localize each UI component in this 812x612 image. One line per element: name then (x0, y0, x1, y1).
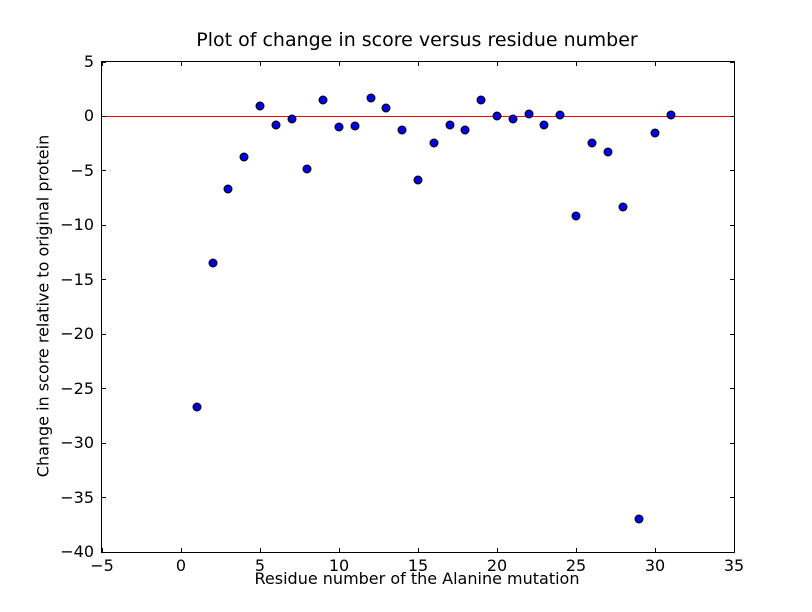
x-tick (180, 548, 182, 552)
y-tick (102, 442, 106, 444)
y-tick-label: −5 (70, 160, 94, 180)
x-tick (496, 548, 498, 552)
scatter-point (318, 95, 328, 105)
scatter-point (287, 114, 297, 124)
y-tick (730, 224, 734, 226)
x-tick (417, 62, 419, 66)
y-tick (730, 333, 734, 335)
scatter-point (666, 110, 676, 120)
scatter-point (492, 111, 502, 121)
y-tick-label: 0 (83, 106, 94, 126)
x-tick-label: 30 (644, 556, 666, 575)
y-tick (730, 115, 734, 117)
x-tick (496, 62, 498, 66)
scatter-point (555, 110, 565, 120)
zero-line (102, 115, 734, 117)
x-tick-label: 0 (175, 556, 187, 575)
x-tick (338, 62, 340, 66)
y-tick-label: −20 (60, 324, 94, 344)
y-tick (102, 61, 106, 63)
x-axis-label: Residue number of the Alanine mutation (254, 569, 580, 588)
scatter-point (618, 202, 628, 212)
y-tick (102, 279, 106, 281)
scatter-point (223, 184, 233, 194)
x-tick (654, 548, 656, 552)
x-tick-label: 15 (407, 556, 429, 575)
x-tick (101, 62, 103, 66)
scatter-point (208, 258, 218, 268)
x-tick (733, 548, 735, 552)
y-axis-label: Change in score relative to original pro… (33, 134, 53, 478)
y-tick (102, 224, 106, 226)
y-tick-label: −30 (60, 433, 94, 453)
scatter-point (524, 109, 534, 119)
scatter-point (571, 211, 581, 221)
scatter-point (460, 125, 470, 134)
x-tick-label: 20 (486, 556, 508, 575)
y-tick (102, 170, 106, 172)
x-tick (180, 62, 182, 66)
scatter-point (381, 103, 391, 113)
scatter-point (366, 93, 376, 103)
scatter-point (445, 120, 455, 130)
x-tick (259, 62, 261, 66)
scatter-point (587, 138, 597, 148)
x-tick-label: 10 (328, 556, 350, 575)
scatter-point (350, 121, 360, 131)
scatter-point (302, 164, 312, 174)
y-tick (102, 333, 106, 335)
plot-area: −5 0 5 10 15 20 25 30 35 5 0 −5 −10 −15 −20 −25 −30 −35 −4… (60, 54, 744, 574)
scatter-point (239, 152, 249, 162)
y-tick (730, 279, 734, 281)
x-tick (101, 548, 103, 552)
scatter-point (539, 120, 549, 130)
x-tick (417, 548, 419, 552)
x-tick (575, 548, 577, 552)
y-tick (102, 388, 106, 390)
y-tick (730, 61, 734, 63)
scatter-point (476, 95, 486, 105)
scatter-point (634, 514, 644, 524)
y-tick-label: 5 (83, 52, 94, 71)
scatter-point (650, 128, 660, 138)
x-tick-label: 25 (565, 556, 587, 575)
x-tick-label: 5 (254, 556, 266, 575)
scatter-point (334, 122, 344, 132)
y-tick (730, 497, 734, 499)
x-tick (733, 62, 735, 66)
y-tick-label: −10 (60, 215, 94, 235)
scatter-point (508, 114, 518, 124)
scatter-point (255, 101, 265, 111)
y-tick-label: −35 (60, 487, 94, 507)
y-tick (730, 388, 734, 390)
scatter-point (397, 125, 407, 134)
x-tick-label: −5 (90, 556, 114, 575)
y-tick-label: −40 (60, 542, 94, 561)
scatter-point (603, 147, 613, 157)
y-tick (730, 442, 734, 444)
y-tick (102, 115, 106, 117)
scatter-point (429, 138, 439, 148)
y-tick-label: −15 (60, 269, 94, 289)
x-tick (338, 548, 340, 552)
y-tick (730, 170, 734, 172)
y-tick (102, 551, 106, 553)
y-tick-label: −25 (60, 378, 94, 398)
x-tick (259, 548, 261, 552)
x-tick-label: 35 (723, 556, 745, 575)
chart-title: Plot of change in score versus residue n… (196, 29, 638, 51)
scatter-point (271, 120, 281, 130)
x-tick (575, 62, 577, 66)
scatter-point (192, 402, 202, 412)
scatter-point (413, 175, 423, 185)
y-tick (730, 551, 734, 553)
x-tick (654, 62, 656, 66)
y-tick (102, 497, 106, 499)
